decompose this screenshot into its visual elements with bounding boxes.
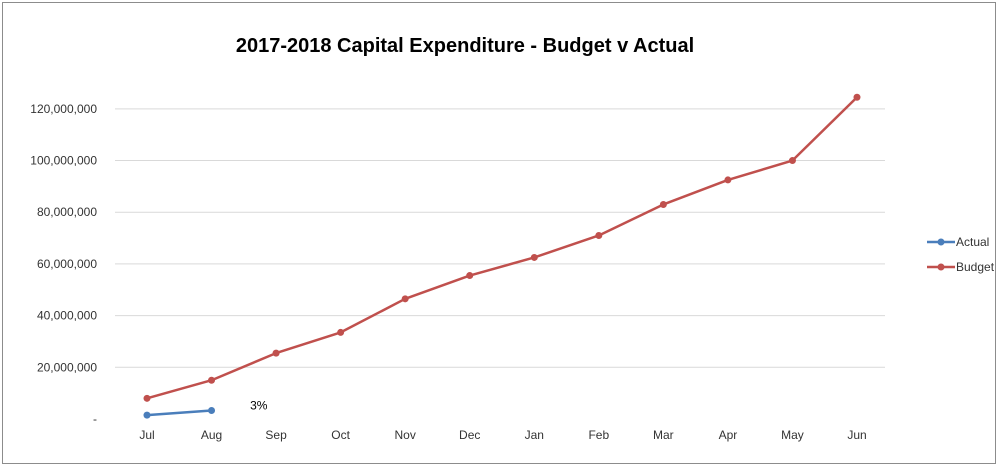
x-tick-label: Oct [331,428,350,442]
x-tick-label: Feb [588,428,609,442]
data-point-budget [724,176,732,184]
annotation-label: 3% [250,398,268,412]
data-point-budget [401,295,409,303]
data-point-actual [208,406,216,414]
series-line-budget [146,96,858,400]
x-tick-label: May [781,428,804,442]
chart-title: 2017-2018 Capital Expenditure - Budget v… [236,35,694,57]
x-tick-label: Jan [525,428,544,442]
x-tick-label: Nov [395,428,416,442]
legend-label-actual: Actual [956,235,989,249]
x-tick-label: Dec [459,428,480,442]
x-tick-label: Aug [201,428,222,442]
y-tick-label: 100,000,000 [30,154,97,168]
data-point-budget [337,328,345,336]
y-tick-label: - [93,412,97,426]
data-point-budget [208,376,216,384]
y-tick-label: 40,000,000 [37,309,97,323]
y-tick-label: 20,000,000 [37,360,97,374]
y-tick-label: 80,000,000 [37,205,97,219]
series-lines [143,93,861,419]
gridlines [115,108,885,368]
data-point-budget [143,394,151,402]
x-tick-label: Sep [265,428,287,442]
x-tick-label: Mar [653,428,674,442]
legend-marker-actual [937,238,945,246]
legend: Actual Budget [927,235,995,274]
data-point-budget [530,253,538,261]
data-point-budget [659,200,667,208]
data-point-actual [143,411,151,419]
x-tick-label: Jul [139,428,154,442]
y-axis-ticks: - 20,000,000 40,000,000 60,000,000 80,000,00… [30,102,97,426]
y-tick-label: 60,000,000 [37,257,97,271]
legend-label-budget: Budget [956,260,995,274]
x-tick-label: Apr [719,428,738,442]
y-tick-label: 120,000,000 [30,102,97,116]
data-point-budget [788,157,796,165]
annotations: 3% [250,398,268,412]
data-point-budget [595,231,603,239]
data-point-budget [272,349,280,357]
data-point-budget [853,93,861,101]
legend-marker-budget [937,263,945,271]
x-axis-ticks: Jul Aug Sep Oct Nov Dec Jan Feb Mar Apr May Jun [139,428,866,442]
data-point-budget [466,272,474,280]
x-tick-label: Jun [847,428,866,442]
series-line-actual [146,409,212,417]
